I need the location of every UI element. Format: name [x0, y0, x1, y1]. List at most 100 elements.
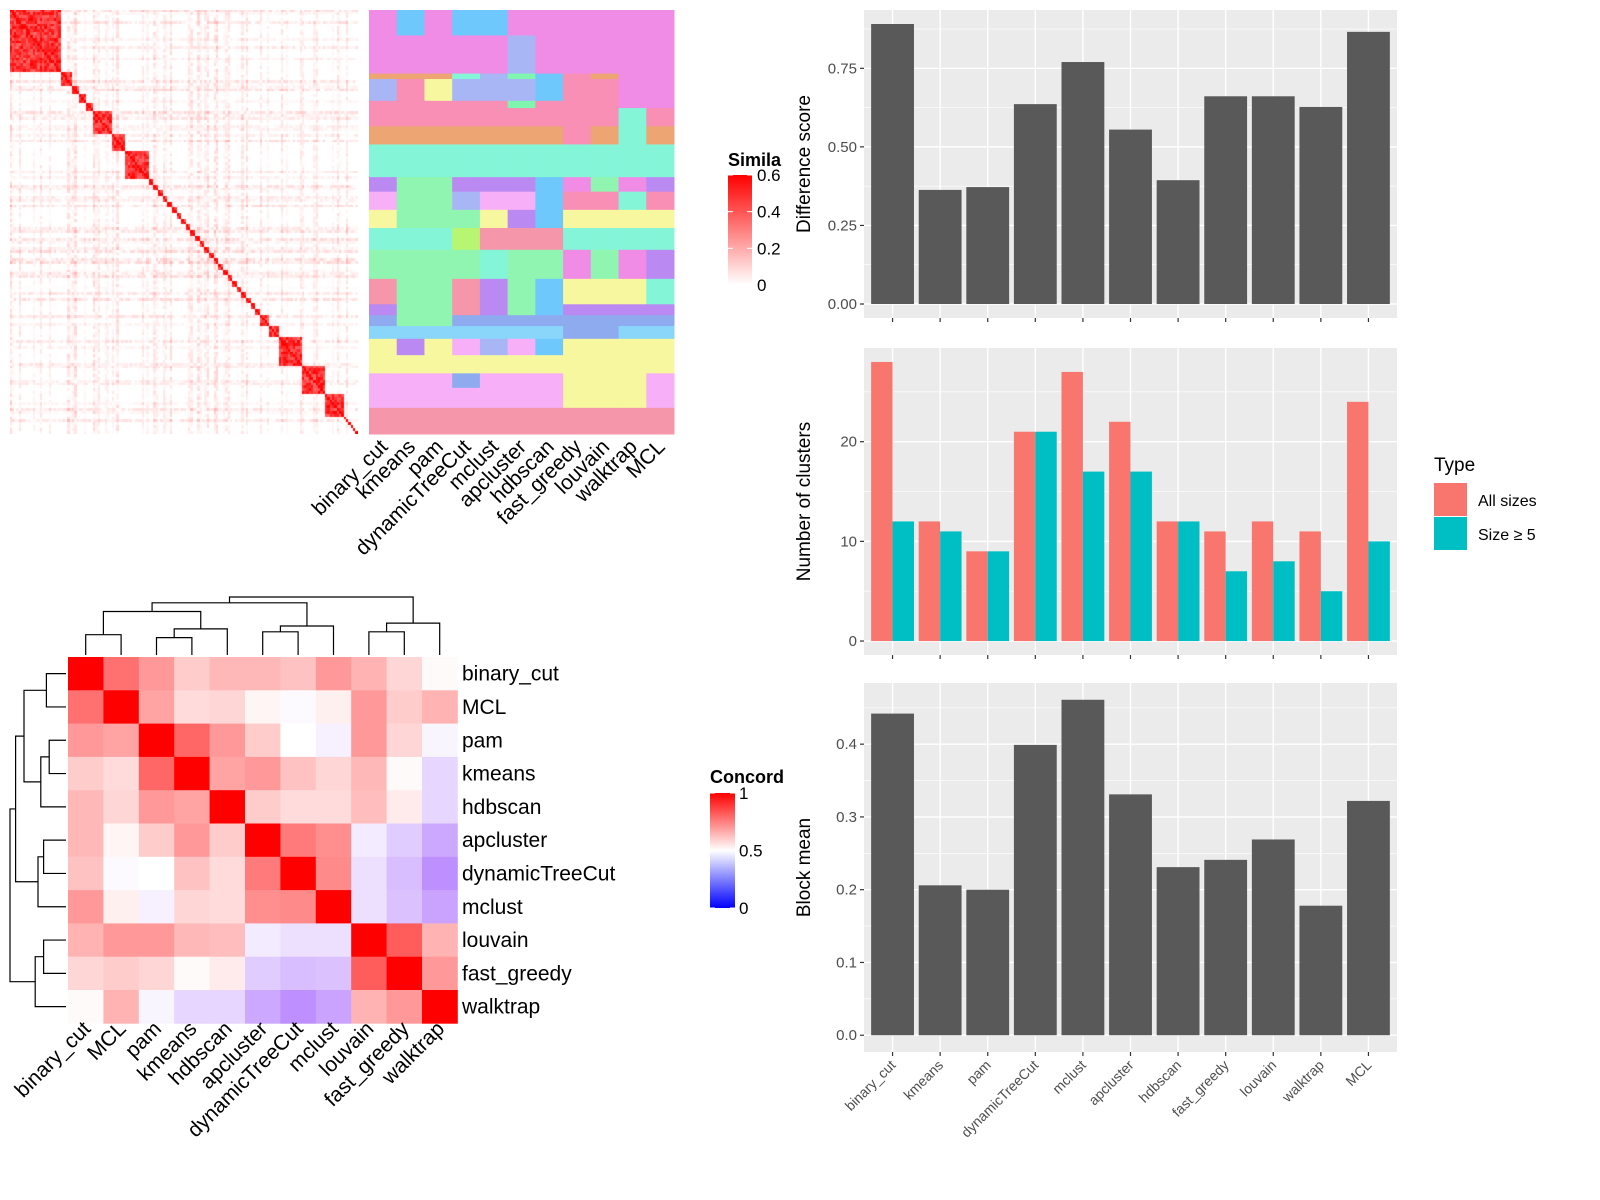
concordance-cell: [280, 723, 317, 758]
row-dendrogram-branch: [45, 673, 66, 708]
cluster-label-cell: [479, 407, 509, 435]
row-dendrogram-branch: [37, 856, 66, 908]
concordance-cell: [386, 756, 423, 791]
y-tick-label: 0.1: [836, 954, 857, 971]
cluster-label-cell: [369, 177, 398, 193]
concordance-cell: [386, 890, 423, 924]
concordance-cell: [209, 890, 246, 924]
cluster-label-cell: [396, 177, 425, 193]
cluster-label-cell: [563, 126, 592, 145]
concordance-cell: [386, 657, 423, 691]
cluster-label-cell: [479, 315, 509, 327]
cluster-label-cell: [479, 10, 509, 36]
cluster-label-cell: [590, 249, 620, 280]
concordance-cell: [68, 657, 104, 691]
cluster-label-cell: [590, 177, 620, 193]
cluster-label-cell: [618, 315, 647, 327]
cluster-label-cell: [396, 373, 425, 389]
cluster-label-cell: [618, 191, 647, 211]
bar: [1013, 744, 1057, 1036]
cluster-label-cell: [396, 355, 425, 374]
cluster-label-cell: [369, 126, 398, 145]
bar: [1299, 905, 1343, 1036]
cluster-label-cell: [535, 79, 564, 102]
concordance-cell: [209, 990, 246, 1024]
bar-all-sizes: [1061, 371, 1083, 642]
y-tick-label: 20: [840, 434, 857, 451]
cluster-label-cell: [369, 209, 398, 229]
cluster-label-cell: [507, 79, 536, 102]
y-tick-label: 0.00: [828, 296, 857, 313]
cluster-label-cell: [590, 227, 620, 251]
cluster-label-cell: [535, 108, 564, 127]
cluster-label-cell: [646, 144, 675, 178]
bar-size-ge-5: [892, 521, 914, 642]
concordance-row-label: dynamicTreeCut: [462, 862, 615, 885]
cluster-label-cell: [479, 209, 509, 229]
cluster-label-cell: [452, 304, 481, 316]
concordance-cell: [351, 956, 387, 991]
cluster-label-cell: [452, 79, 481, 102]
concordance-cell: [138, 823, 175, 858]
cluster-label-cell: [369, 144, 398, 178]
concordance-legend-tick-label: 0: [739, 899, 748, 918]
cluster-label-cell: [646, 209, 675, 229]
cluster-label-cell: [590, 73, 620, 80]
concordance-cell: [138, 890, 175, 924]
concordance-legend-tick-label: 1: [739, 784, 748, 803]
cluster-label-cell: [369, 249, 398, 280]
concordance-cell: [280, 956, 317, 991]
concordance-cell: [138, 790, 175, 824]
column-dendrogram-branch: [102, 610, 202, 635]
cluster-label-cell: [535, 407, 564, 435]
concordance-cell: [245, 923, 281, 958]
cluster-label-cell: [369, 407, 398, 435]
cluster-label-cell: [479, 387, 509, 409]
cluster-label-cell: [369, 326, 398, 340]
cluster-label-cell: [590, 373, 620, 389]
cluster-label-cell: [563, 144, 592, 178]
cluster-label-cell: [369, 73, 398, 80]
cluster-label-cell: [424, 278, 453, 305]
x-tick-label: mclust: [1049, 1057, 1089, 1097]
cluster-label-cell: [563, 227, 592, 251]
cluster-label-cell: [479, 304, 509, 316]
cluster-label-cell: [396, 191, 425, 211]
concordance-cell: [209, 723, 246, 758]
concordance-cell: [386, 856, 423, 891]
bar-chart-number-of-clusters: 0 10 20 Number of clusters: [794, 348, 1397, 659]
cluster-label-cell: [396, 249, 425, 280]
cluster-label-cell: [452, 73, 481, 80]
cluster-label-cell: [590, 338, 620, 356]
concordance-cell: [245, 890, 281, 924]
cluster-label-cell: [507, 10, 536, 36]
concordance-cell: [138, 690, 175, 724]
concordance-cell: [351, 723, 387, 758]
similarity-legend-colorbar: [728, 175, 752, 285]
row-dendrogram-branch: [15, 735, 38, 883]
column-dendrogram-branch: [228, 596, 414, 624]
concordance-row-label: mclust: [462, 896, 523, 919]
concordance-row-label: binary_cut: [462, 663, 559, 686]
cluster-label-cell: [452, 326, 481, 340]
similarity-heatmap: [10, 10, 358, 434]
bar: [1109, 129, 1152, 304]
cluster-label-cell: [452, 278, 481, 305]
cluster-label-cell: [424, 177, 453, 193]
cluster-label-cell: [563, 249, 592, 280]
y-tick-label: 10: [840, 533, 857, 550]
cluster-label-cell: [452, 387, 481, 409]
cluster-label-cell: [646, 108, 675, 127]
concordance-cell: [174, 756, 210, 791]
concordance-row-label: walktrap: [461, 996, 540, 1019]
concordance-cell: [351, 923, 387, 958]
concordance-row-label: apcluster: [462, 829, 547, 852]
concordance-cell: [351, 756, 387, 791]
cluster-label-cell: [452, 108, 481, 127]
bar-all-sizes: [1299, 531, 1321, 642]
concordance-cell: [103, 790, 140, 824]
cluster-label-cell: [369, 35, 398, 75]
legend-label: All sizes: [1478, 493, 1537, 510]
bar-size-ge-5: [987, 551, 1010, 642]
cluster-label-cell: [590, 304, 620, 316]
